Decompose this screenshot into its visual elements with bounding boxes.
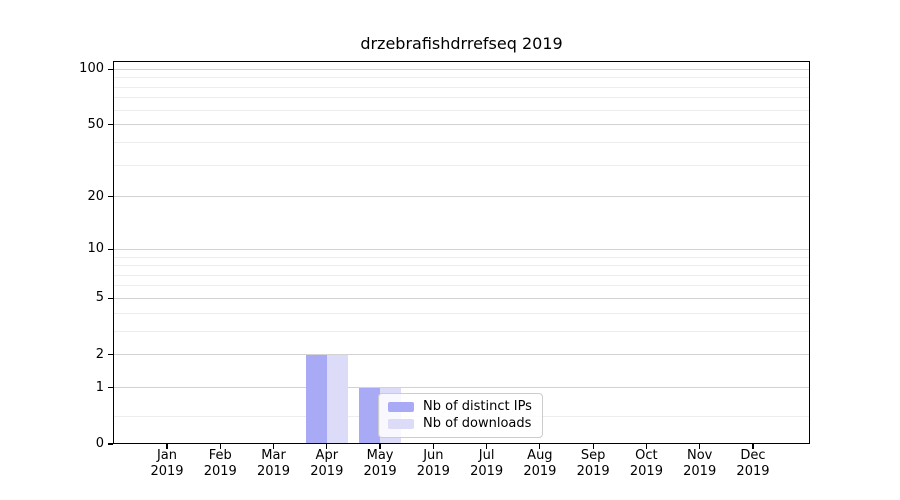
x-tick-month: May	[366, 448, 394, 463]
plot-area	[113, 61, 810, 444]
y-gridline-minor	[113, 109, 810, 111]
x-tick-year: 2019	[576, 463, 610, 479]
x-tick-mark	[699, 444, 701, 449]
x-tick-mark	[486, 444, 488, 449]
y-tick-mark	[108, 297, 113, 300]
x-tick-year: 2019	[256, 463, 291, 479]
y-tick-mark	[108, 443, 113, 445]
x-tick-label: Dec 2019	[711, 448, 795, 479]
x-tick-year: 2019	[523, 463, 557, 479]
x-tick-label: Feb 2019	[178, 448, 262, 479]
x-tick-mark	[219, 444, 221, 449]
y-tick-label: 20	[87, 188, 104, 204]
y-gridline-major	[113, 297, 810, 299]
legend: Nb of distinct IPs Nb of downloads	[378, 393, 543, 438]
legend-item-downloads: Nb of downloads	[388, 416, 534, 432]
x-tick-mark	[539, 444, 541, 449]
legend-swatch-distinct-ips	[388, 402, 414, 412]
chart-title: drzebrafishdrrefseq 2019	[360, 34, 563, 53]
y-gridline-minor	[113, 164, 810, 166]
y-gridline-minor	[113, 77, 810, 79]
y-gridline-major	[113, 196, 810, 198]
y-tick-label: 5	[95, 290, 104, 306]
y-gridline-minor	[113, 330, 810, 332]
x-tick-label: Jan 2019	[125, 448, 209, 479]
x-tick-month: Jan	[156, 448, 178, 463]
y-gridline-minor	[113, 86, 810, 88]
x-tick-year: 2019	[736, 463, 770, 479]
x-tick-mark	[166, 444, 168, 449]
y-gridline-minor	[113, 265, 810, 267]
x-tick-label: Sep 2019	[551, 448, 635, 479]
x-tick-year: 2019	[470, 463, 504, 479]
y-tick-label: 100	[79, 61, 104, 77]
y-tick-label: 50	[87, 116, 104, 132]
x-tick-month: Jun	[423, 448, 444, 463]
legend-label: Nb of distinct IPs	[423, 399, 532, 414]
bar-distinct-ips	[305, 354, 327, 444]
y-gridline-major	[113, 387, 810, 389]
y-gridline-major	[113, 68, 810, 70]
y-gridline-minor	[113, 256, 810, 258]
x-tick-month: Jul	[478, 448, 495, 463]
y-tick-label: 0	[95, 436, 104, 451]
x-tick-year: 2019	[150, 463, 184, 479]
x-tick-year: 2019	[363, 463, 397, 479]
legend-label: Nb of downloads	[423, 416, 532, 431]
x-tick-mark	[645, 444, 648, 449]
x-tick-mark	[752, 444, 754, 449]
x-tick-month: Dec	[740, 448, 766, 463]
y-tick-label: 2	[95, 346, 104, 362]
y-tick-mark	[108, 354, 113, 356]
y-gridline-minor	[113, 312, 810, 314]
x-tick-mark	[592, 444, 594, 449]
x-tick-label: Aug 2019	[498, 448, 582, 479]
x-tick-year: 2019	[683, 463, 717, 479]
y-tick-label: 10	[87, 241, 104, 257]
y-gridline-minor	[113, 141, 810, 143]
x-tick-month: Oct	[635, 448, 658, 463]
x-tick-mark	[326, 444, 328, 449]
x-tick-year: 2019	[203, 463, 237, 479]
x-tick-mark	[379, 444, 381, 449]
x-tick-label: Apr 2019	[285, 448, 369, 479]
x-tick-month: Feb	[208, 448, 232, 463]
x-tick-month: Nov	[687, 448, 713, 463]
y-gridline-major	[113, 354, 810, 356]
bars-layer	[113, 61, 810, 444]
y-tick-mark	[108, 68, 113, 70]
legend-item-distinct-ips: Nb of distinct IPs	[388, 399, 534, 415]
y-tick-label: 1	[95, 379, 104, 395]
y-tick-mark	[108, 124, 113, 126]
legend-swatch-downloads	[388, 419, 414, 429]
y-tick-mark	[108, 196, 113, 198]
x-tick-mark	[272, 444, 275, 449]
gridlines-layer	[113, 61, 810, 444]
x-tick-label: Mar 2019	[232, 448, 316, 479]
y-gridline-major	[113, 124, 810, 126]
x-tick-label: Jun 2019	[391, 448, 475, 479]
y-gridline-major	[113, 248, 810, 250]
x-tick-year: 2019	[310, 463, 344, 479]
y-gridline-minor	[113, 97, 810, 99]
x-tick-mark	[432, 444, 434, 449]
x-tick-month: Sep	[580, 448, 606, 463]
x-tick-year: 2019	[416, 463, 450, 479]
y-tick-mark	[108, 387, 113, 389]
y-gridline-minor	[113, 274, 810, 276]
bar-downloads	[326, 354, 349, 444]
x-tick-month: Apr	[315, 448, 339, 463]
y-gridline-minor	[113, 285, 810, 287]
x-tick-month: Mar	[261, 448, 286, 463]
y-tick-mark	[108, 248, 113, 250]
x-tick-label: Nov 2019	[658, 448, 742, 479]
x-tick-label: Jul 2019	[445, 448, 529, 479]
bar-distinct-ips	[358, 387, 381, 444]
x-tick-year: 2019	[629, 463, 663, 479]
x-tick-month: Aug	[527, 448, 553, 463]
x-tick-label: May 2019	[338, 448, 422, 479]
x-tick-label: Oct 2019	[604, 448, 688, 479]
